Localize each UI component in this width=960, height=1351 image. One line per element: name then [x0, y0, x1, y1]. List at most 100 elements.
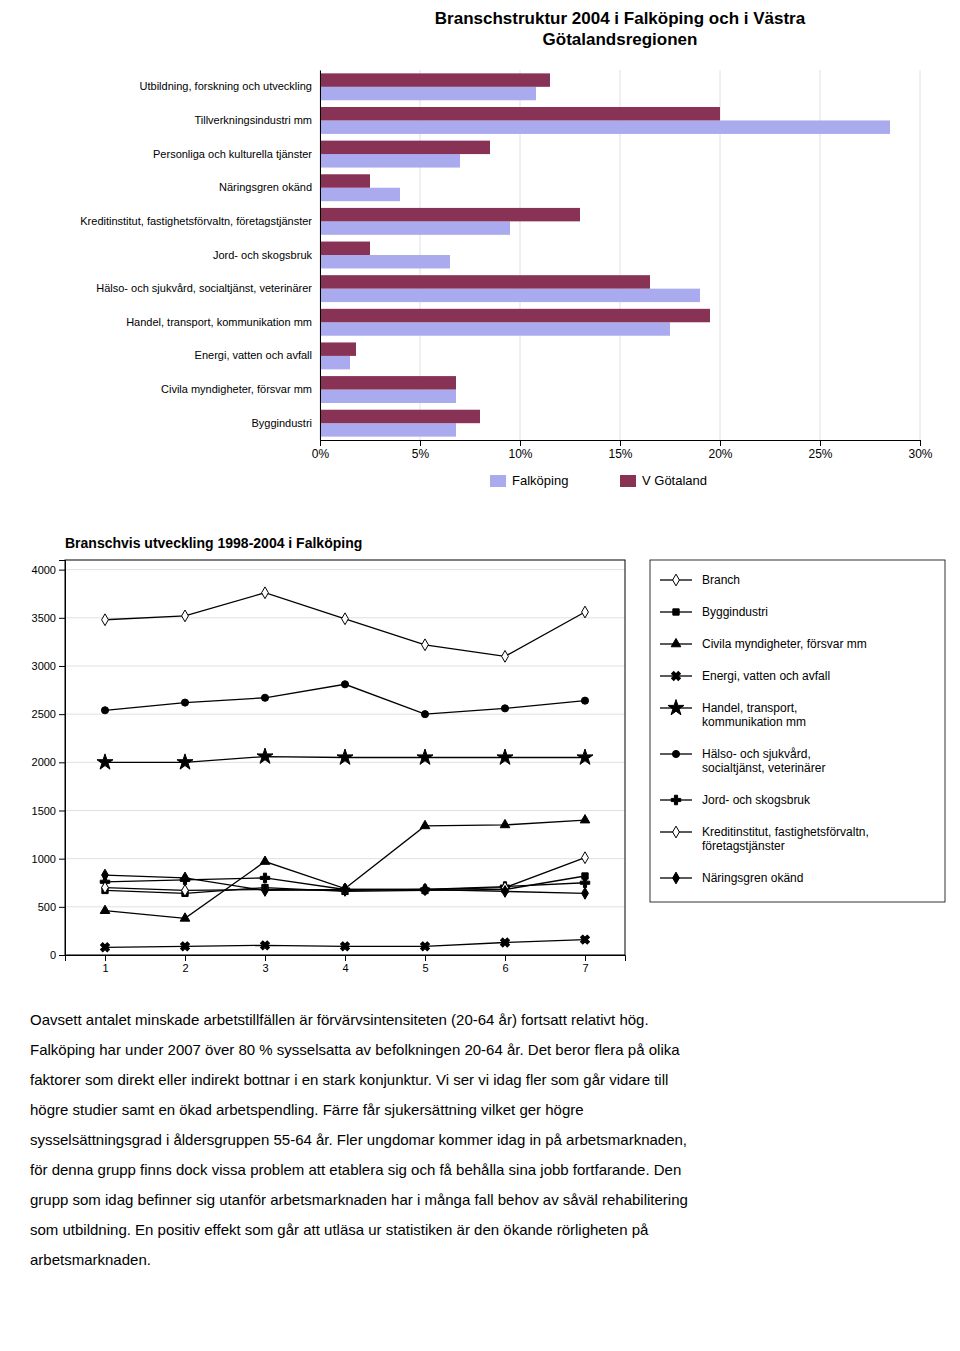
legend-swatch	[490, 475, 506, 487]
text-line: som utbildning. En positiv effekt som gå…	[30, 1221, 649, 1238]
tick: Utbildning, forskning och utveckling	[140, 80, 312, 92]
legend-label: Branch	[702, 573, 740, 587]
marker	[498, 936, 511, 949]
marker	[417, 749, 433, 764]
marker	[182, 885, 189, 897]
tick-label: Handel, transport, kommunikation mm	[126, 316, 312, 328]
legend-frame	[650, 560, 945, 902]
marker	[421, 711, 428, 718]
grid-line	[65, 665, 625, 666]
tick-label: 2000	[32, 756, 56, 768]
y-axis: Utbildning, forskning och utvecklingTill…	[80, 71, 320, 441]
marker	[502, 650, 509, 662]
legend-label: Civila myndigheter, försvar mm	[702, 637, 867, 651]
tick-label: 5	[422, 962, 428, 974]
marker	[580, 815, 590, 823]
tick: 10%	[508, 440, 532, 461]
tick-label: 2	[182, 962, 188, 974]
legend-item: Byggindustri	[660, 605, 768, 619]
marker	[500, 819, 510, 827]
text-line: grupp som idag befinner sig utanför arbe…	[30, 1191, 688, 1208]
legend-item: V Götaland	[620, 473, 707, 488]
line	[105, 684, 585, 714]
grid-line	[920, 70, 921, 440]
tick-label: 0%	[312, 447, 330, 461]
markers	[102, 587, 589, 662]
marker	[577, 749, 593, 764]
tick-label: 1500	[32, 805, 56, 817]
marker	[582, 606, 589, 618]
tick: 20%	[708, 440, 732, 461]
tick: 3	[262, 955, 268, 974]
marker	[422, 884, 429, 896]
legend-label: Jord- och skogsbruk	[702, 793, 811, 807]
tick: 25%	[808, 440, 832, 461]
marker	[420, 820, 430, 828]
marker	[180, 913, 190, 921]
tick-label: Utbildning, forskning och utveckling	[140, 80, 312, 92]
legend: Branch Byggindustri Civila myndigheter, fö…	[650, 560, 945, 902]
bar	[320, 289, 700, 302]
marker	[342, 885, 349, 897]
marker	[338, 940, 351, 953]
bar	[320, 322, 670, 335]
marker	[582, 887, 589, 899]
markers	[97, 748, 593, 769]
text-line: Oavsett antalet minskade arbetstillfälle…	[30, 1011, 649, 1028]
tick-label: 15%	[608, 447, 632, 461]
tick-label: Personliga och kulturella tjänster	[153, 148, 312, 160]
tick: 3000	[32, 660, 65, 672]
axis-line	[66, 956, 626, 962]
legend-label: Falköping	[512, 473, 568, 488]
marker	[422, 639, 429, 651]
tick: 1500	[32, 805, 65, 817]
bar	[320, 73, 550, 86]
marker	[342, 884, 349, 896]
bar	[320, 242, 370, 255]
marker	[178, 940, 191, 953]
tick: 4000	[32, 564, 65, 576]
tick: Kreditinstitut, fastighetsförvaltn, före…	[80, 215, 312, 227]
marker	[580, 878, 589, 887]
marker	[262, 884, 269, 896]
marker	[342, 613, 349, 625]
grid-line	[65, 810, 625, 811]
tick: 0	[50, 949, 65, 961]
bar	[320, 188, 400, 201]
tick-label: Energi, vatten och avfall	[195, 349, 312, 361]
legend-item: Jord- och skogsbruk	[660, 793, 811, 807]
bar	[320, 342, 356, 355]
grid-line	[320, 70, 321, 440]
tick-label: 4000	[32, 564, 56, 576]
tick-label: Byggindustri	[251, 417, 312, 429]
tick: 1	[102, 955, 108, 974]
bar-chart: Branschstruktur 2004 i Falköping och i V…	[80, 9, 933, 488]
tick-mark	[720, 440, 721, 446]
legend-item: Civila myndigheter, försvar mm	[660, 637, 867, 651]
tick: 5%	[412, 440, 430, 461]
marker	[260, 873, 269, 882]
line	[105, 820, 585, 918]
axis-line	[320, 71, 321, 441]
legend-marker	[673, 826, 680, 838]
markers	[98, 933, 591, 954]
marker	[581, 697, 588, 704]
legend-item: Falköping	[490, 473, 568, 488]
legend-swatch	[620, 475, 636, 487]
tick-mark	[59, 666, 65, 667]
tick-label: Hälso- och sjukvård, socialtjänst, veter…	[96, 282, 312, 294]
text-line: faktorer som direkt eller indirekt bottn…	[30, 1071, 668, 1088]
bar-series	[320, 73, 720, 423]
tick: Näringsgren okänd	[219, 181, 312, 193]
bar	[320, 120, 890, 133]
tick-mark	[520, 440, 521, 446]
text-body: Oavsett antalet minskade arbetstillfälle…	[30, 1011, 688, 1268]
legend: Falköping V Götaland	[490, 473, 707, 488]
tick-label: 1000	[32, 853, 56, 865]
tick-mark	[59, 859, 65, 860]
legend-item: Handel, transport,kommunikation mm	[660, 700, 806, 729]
tick-label: 7	[582, 962, 588, 974]
legend-marker	[673, 574, 680, 586]
tick-label: 20%	[708, 447, 732, 461]
x-axis: 0%5%10%15%20%25%30%	[312, 440, 933, 461]
